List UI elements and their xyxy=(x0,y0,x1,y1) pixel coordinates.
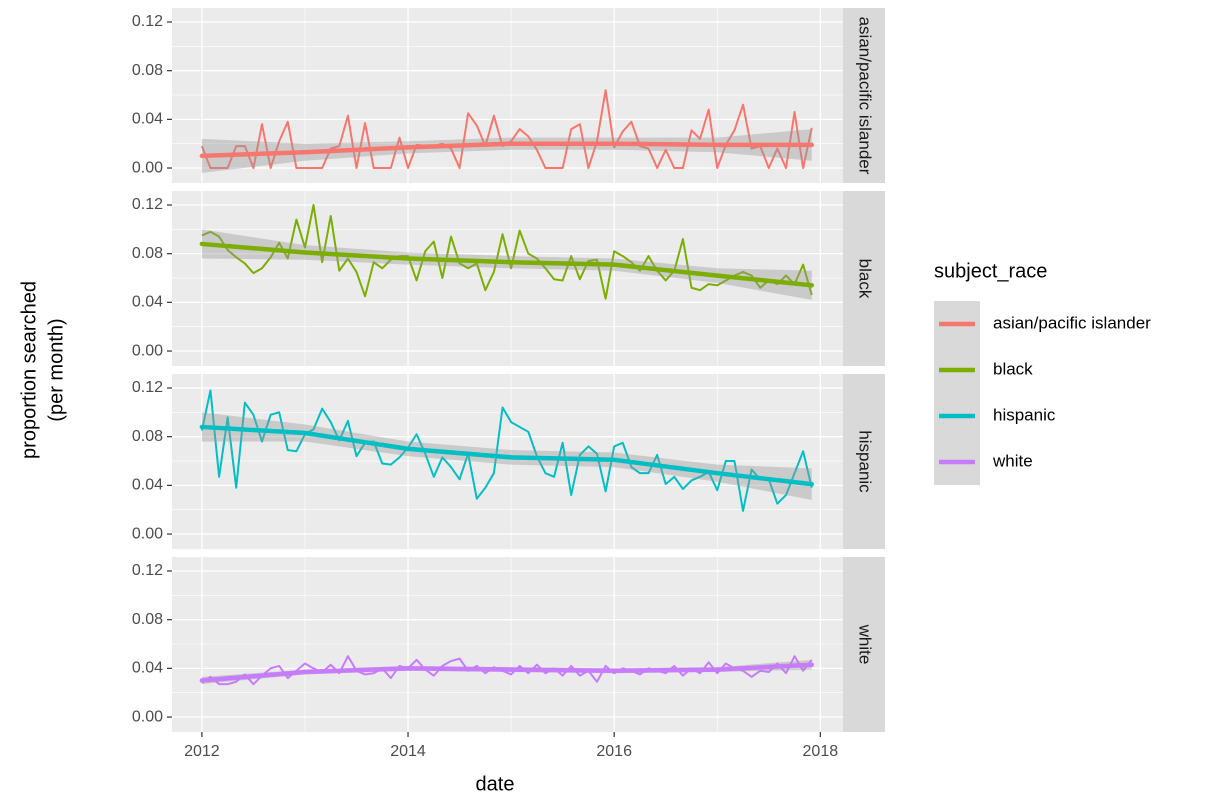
y-axis-title: proportion searched xyxy=(18,281,40,459)
legend-label: hispanic xyxy=(993,405,1056,424)
trend-line xyxy=(199,241,815,288)
facet-label: white xyxy=(856,624,875,665)
trend-line xyxy=(199,662,815,683)
panel-marks xyxy=(199,389,815,512)
y-tick-label: 0.04 xyxy=(132,477,163,494)
y-tick-label: 0.04 xyxy=(132,111,163,128)
confidence-band xyxy=(201,229,812,300)
facet-label: asian/pacific islander xyxy=(856,17,875,175)
trend-line xyxy=(199,141,815,159)
facet-label: hispanic xyxy=(856,430,875,493)
x-axis-title: date xyxy=(476,773,515,795)
legend-label: asian/pacific islander xyxy=(993,313,1151,332)
y-tick-label: 0.12 xyxy=(132,562,163,579)
strip-group: asian/pacific islander xyxy=(856,17,875,175)
x-tick-label: 2016 xyxy=(596,743,632,760)
y-tick-label: 0.00 xyxy=(132,159,163,176)
facet-label: black xyxy=(856,259,875,299)
legend-title: subject_race xyxy=(934,260,1047,282)
data-line xyxy=(201,204,813,300)
strip-group: black xyxy=(856,259,875,299)
y-tick-label: 0.00 xyxy=(132,708,163,725)
strip-group: white xyxy=(856,624,875,665)
y-tick-label: 0.04 xyxy=(132,294,163,311)
panel-background xyxy=(172,557,843,732)
data-line xyxy=(200,389,813,512)
panel-marks xyxy=(199,89,815,173)
legend-label: white xyxy=(992,451,1033,470)
x-tick-label: 2012 xyxy=(184,743,220,760)
facet-strip xyxy=(843,374,885,549)
x-tick-label: 2014 xyxy=(390,743,426,760)
y-tick-label: 0.04 xyxy=(132,660,163,677)
y-tick-label: 0.12 xyxy=(132,13,163,30)
legend-label: black xyxy=(993,359,1033,378)
facet-strip xyxy=(843,191,885,366)
x-tick-label: 2018 xyxy=(803,743,839,760)
trend-line xyxy=(199,424,815,487)
y-tick-label: 0.08 xyxy=(132,245,163,262)
y-axis-title: (per month) xyxy=(45,318,67,421)
y-tick-label: 0.08 xyxy=(132,62,163,79)
y-tick-label: 0.00 xyxy=(132,525,163,542)
y-tick-label: 0.12 xyxy=(132,196,163,213)
panel-marks xyxy=(199,204,815,300)
confidence-band xyxy=(201,129,812,173)
panel-marks xyxy=(199,655,815,686)
facet-strip xyxy=(843,557,885,732)
y-tick-label: 0.00 xyxy=(132,342,163,359)
facet-strip xyxy=(843,8,885,183)
y-tick-label: 0.08 xyxy=(132,428,163,445)
data-line xyxy=(201,655,813,686)
strip-group: hispanic xyxy=(856,430,875,493)
y-tick-label: 0.08 xyxy=(132,611,163,628)
y-tick-label: 0.12 xyxy=(132,379,163,396)
